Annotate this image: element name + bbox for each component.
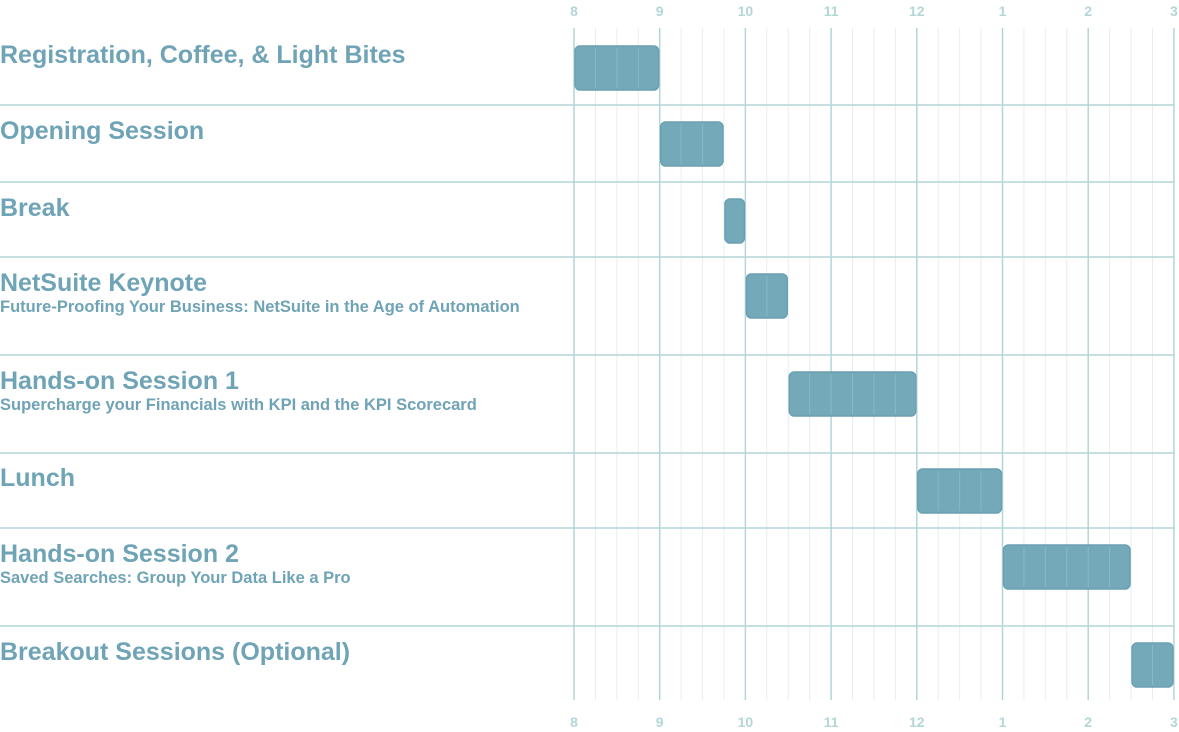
session-title: Opening Session (0, 117, 205, 145)
x-tick-label-top: 3 (1170, 3, 1178, 19)
session-label: Break (0, 194, 70, 222)
session-subtitle: Supercharge your Financials with KPI and… (0, 396, 477, 414)
x-tick-label-bottom: 11 (824, 714, 839, 730)
session-label: NetSuite Keynote Future-Proofing Your Bus… (0, 269, 520, 317)
x-tick-label-top: 9 (656, 3, 664, 19)
x-tick-label-top: 2 (1084, 3, 1092, 19)
session-bar (724, 198, 746, 244)
session-subtitle: Future-Proofing Your Business: NetSuite … (0, 298, 520, 316)
x-tick-label-bottom: 9 (656, 714, 664, 730)
session-label: Hands-on Session 2 Saved Searches: Group … (0, 540, 351, 588)
x-tick-label-top: 8 (570, 3, 578, 19)
x-tick-label-bottom: 8 (570, 714, 578, 730)
session-label: Lunch (0, 464, 75, 492)
x-tick-label-top: 1 (999, 3, 1007, 19)
x-tick-label-bottom: 10 (738, 714, 754, 730)
session-bar (659, 121, 724, 167)
session-title: Break (0, 194, 70, 222)
session-subtitle: Saved Searches: Group Your Data Like a P… (0, 569, 351, 587)
session-title: Hands-on Session 1 (0, 367, 239, 395)
x-tick-label-bottom: 2 (1084, 714, 1092, 730)
session-label: Breakout Sessions (Optional) (0, 638, 350, 666)
x-tick-label-top: 12 (909, 3, 925, 19)
session-title: Breakout Sessions (Optional) (0, 638, 351, 666)
session-title: Registration, Coffee, & Light Bites (0, 41, 406, 69)
x-tick-label-top: 10 (738, 3, 754, 19)
x-tick-label-bottom: 12 (909, 714, 925, 730)
x-tick-label-bottom: 3 (1170, 714, 1178, 730)
x-tick-label-top: 11 (824, 3, 839, 19)
session-label: Registration, Coffee, & Light Bites (0, 41, 406, 69)
session-label: Hands-on Session 1 Supercharge your Finan… (0, 367, 477, 415)
session-title: Hands-on Session 2 (0, 540, 239, 568)
session-title: Lunch (0, 464, 75, 492)
session-label: Opening Session (0, 117, 204, 145)
session-title: NetSuite Keynote (0, 269, 207, 297)
x-tick-label-bottom: 1 (999, 714, 1007, 730)
